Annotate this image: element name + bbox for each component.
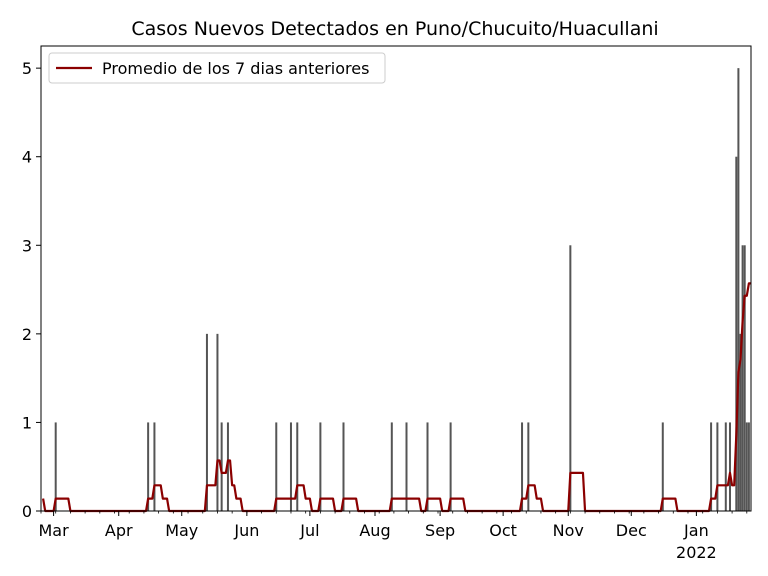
bar-25 bbox=[737, 68, 740, 511]
x-tick-label-10: Jan bbox=[683, 521, 709, 540]
line-group bbox=[42, 282, 751, 513]
chart-title: Casos Nuevos Detectados en Puno/Chucuito… bbox=[131, 18, 658, 40]
x-tick-label-0: Mar bbox=[39, 521, 70, 540]
bar-13 bbox=[405, 422, 408, 511]
bar-22 bbox=[724, 422, 727, 511]
legend-label: Promedio de los 7 dias anteriores bbox=[102, 59, 369, 78]
bar-11 bbox=[342, 422, 345, 511]
bar-8 bbox=[289, 422, 292, 511]
legend: Promedio de los 7 dias anteriores bbox=[48, 52, 386, 84]
x-axis: Mar Apr May Jun Jul Aug Sep Oct Nov Dec Jan 2022 bbox=[39, 511, 748, 562]
y-tick-label-5: 5 bbox=[22, 59, 32, 78]
bar-9 bbox=[296, 422, 299, 511]
bar-29 bbox=[745, 422, 748, 511]
x-tick-label-5: Aug bbox=[359, 521, 390, 540]
bar-14 bbox=[426, 422, 429, 511]
bar-3 bbox=[205, 333, 208, 511]
bar-19 bbox=[661, 422, 664, 511]
x-tick-label-3: Jun bbox=[233, 521, 259, 540]
bar-27 bbox=[741, 245, 744, 512]
y-tick-label-2: 2 bbox=[22, 325, 32, 344]
bars-group bbox=[54, 68, 750, 512]
bar-17 bbox=[527, 422, 530, 511]
y-tick-label-3: 3 bbox=[22, 236, 32, 255]
x-tick-label-4: Jul bbox=[299, 521, 319, 540]
x-tick-label-7: Oct bbox=[489, 521, 517, 540]
plot-frame bbox=[40, 45, 752, 512]
bar-30 bbox=[747, 422, 750, 511]
bar-4 bbox=[216, 333, 219, 511]
bar-26 bbox=[739, 333, 742, 511]
bar-0 bbox=[54, 422, 57, 511]
bar-20 bbox=[710, 422, 713, 511]
bar-2 bbox=[153, 422, 156, 511]
bar-10 bbox=[319, 422, 322, 511]
bar-28 bbox=[743, 245, 746, 512]
y-tick-label-1: 1 bbox=[22, 413, 32, 432]
bar-18 bbox=[569, 245, 572, 512]
x-tick-label-2: May bbox=[165, 521, 198, 540]
moving-average-line bbox=[42, 282, 751, 513]
bar-1 bbox=[147, 422, 150, 511]
plot-area bbox=[40, 45, 752, 513]
bar-15 bbox=[449, 422, 452, 511]
bar-7 bbox=[275, 422, 278, 511]
x-tick-sublabel-10: 2022 bbox=[676, 543, 717, 562]
bar-12 bbox=[390, 422, 393, 511]
x-tick-label-6: Sep bbox=[425, 521, 455, 540]
x-tick-label-8: Nov bbox=[553, 521, 584, 540]
bar-21 bbox=[716, 422, 719, 511]
legend-box bbox=[48, 52, 386, 84]
y-axis: 0 1 2 3 4 5 bbox=[22, 59, 41, 521]
bar-23 bbox=[728, 422, 731, 511]
x-tick-label-1: Apr bbox=[105, 521, 133, 540]
x-tick-label-9: Dec bbox=[616, 521, 647, 540]
bar-24 bbox=[735, 156, 738, 511]
bar-16 bbox=[521, 422, 524, 511]
y-tick-label-0: 0 bbox=[22, 502, 32, 521]
y-tick-label-4: 4 bbox=[22, 148, 32, 167]
